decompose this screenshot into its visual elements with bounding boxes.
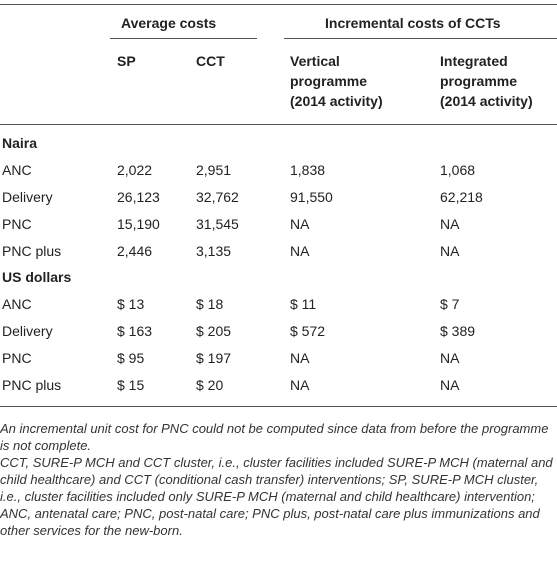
header-rule bbox=[0, 124, 557, 125]
table-footnotes: An incremental unit cost for PNC could n… bbox=[0, 420, 557, 539]
cell-sp: $ 163 bbox=[117, 323, 153, 339]
cell-sp: 15,190 bbox=[117, 216, 160, 232]
col-header-integrated-line2: programme bbox=[440, 73, 518, 89]
row-label: Delivery bbox=[2, 189, 53, 205]
col-header-sp: SP bbox=[117, 53, 136, 69]
row-label: PNC plus bbox=[2, 377, 62, 393]
cell-integrated: 62,218 bbox=[440, 189, 483, 205]
cell-integrated: $ 7 bbox=[440, 296, 460, 312]
cell-vertical: 1,838 bbox=[290, 162, 326, 178]
col-header-vertical-line1: Vertical bbox=[290, 53, 340, 69]
col-header-integrated-line3: (2014 activity) bbox=[440, 93, 533, 109]
cell-cct: 31,545 bbox=[196, 216, 239, 232]
col-header-vertical-line2: programme bbox=[290, 73, 368, 89]
footnote-pnc: An incremental unit cost for PNC could n… bbox=[0, 421, 549, 453]
header-group-incremental-costs: Incremental costs of CCTs bbox=[325, 15, 501, 31]
cell-vertical: NA bbox=[290, 377, 310, 393]
cell-cct: $ 20 bbox=[196, 377, 224, 393]
cell-integrated: $ 389 bbox=[440, 323, 476, 339]
cell-sp: 26,123 bbox=[117, 189, 160, 205]
cell-vertical: NA bbox=[290, 216, 310, 232]
row-label: PNC plus bbox=[2, 243, 62, 259]
section-title-us-dollars: US dollars bbox=[2, 269, 72, 285]
cell-sp: $ 95 bbox=[117, 350, 145, 366]
col-header-vertical-line3: (2014 activity) bbox=[290, 93, 383, 109]
bottom-rule bbox=[0, 406, 557, 407]
row-label: ANC bbox=[2, 162, 32, 178]
group1-underline bbox=[110, 38, 257, 39]
col-header-cct: CCT bbox=[196, 53, 225, 69]
row-label: PNC bbox=[2, 350, 32, 366]
cell-integrated: NA bbox=[440, 350, 460, 366]
top-rule bbox=[0, 4, 557, 5]
cell-integrated: NA bbox=[440, 377, 460, 393]
group2-underline bbox=[284, 38, 557, 39]
cell-cct: $ 197 bbox=[196, 350, 232, 366]
cell-vertical: $ 572 bbox=[290, 323, 326, 339]
header-group-average-costs: Average costs bbox=[121, 15, 217, 31]
col-header-integrated-line1: Integrated bbox=[440, 53, 508, 69]
cell-vertical: 91,550 bbox=[290, 189, 333, 205]
cell-cct: 3,135 bbox=[196, 243, 232, 259]
cell-vertical: $ 11 bbox=[290, 296, 317, 312]
footnote-abbreviations: CCT, SURE-P MCH and CCT cluster, i.e., c… bbox=[0, 455, 553, 538]
cell-cct: 2,951 bbox=[196, 162, 232, 178]
cell-integrated: NA bbox=[440, 243, 460, 259]
cell-sp: $ 13 bbox=[117, 296, 145, 312]
cell-vertical: NA bbox=[290, 350, 310, 366]
section-title-naira: Naira bbox=[2, 135, 38, 151]
cell-sp: 2,446 bbox=[117, 243, 153, 259]
cell-integrated: 1,068 bbox=[440, 162, 476, 178]
cell-cct: 32,762 bbox=[196, 189, 239, 205]
cell-cct: $ 18 bbox=[196, 296, 224, 312]
cell-vertical: NA bbox=[290, 243, 310, 259]
row-label: Delivery bbox=[2, 323, 53, 339]
cell-integrated: NA bbox=[440, 216, 460, 232]
row-label: ANC bbox=[2, 296, 32, 312]
cell-cct: $ 205 bbox=[196, 323, 232, 339]
cell-sp: $ 15 bbox=[117, 377, 145, 393]
cell-sp: 2,022 bbox=[117, 162, 153, 178]
row-label: PNC bbox=[2, 216, 32, 232]
